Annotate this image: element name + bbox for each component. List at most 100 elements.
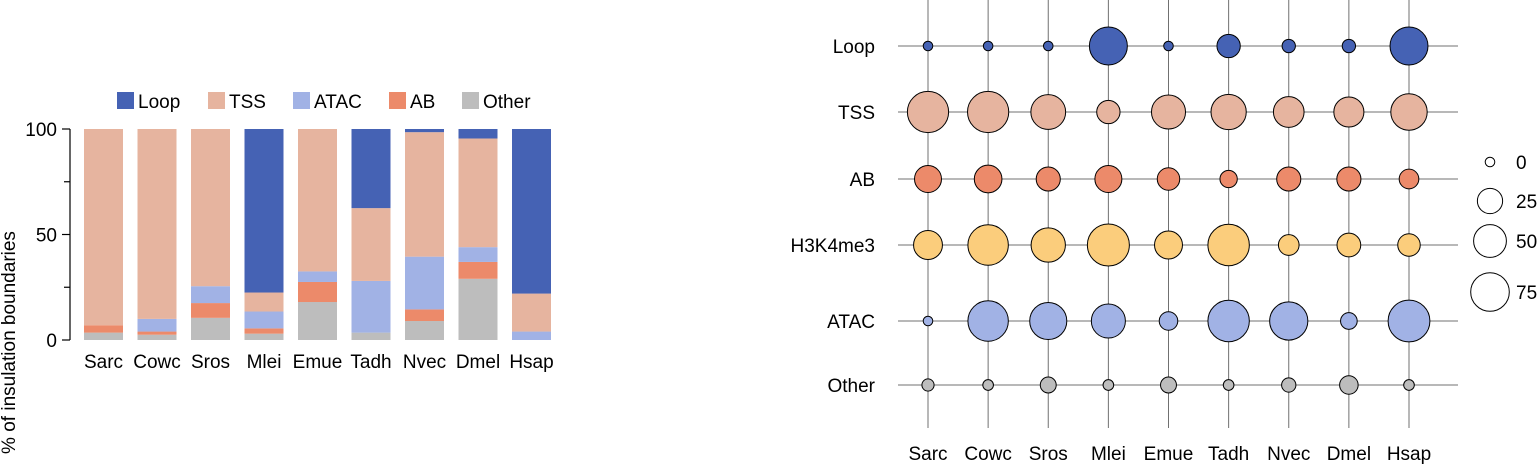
y-axis-label: % of insulation boundaries xyxy=(0,231,20,454)
dot-tss-tadh xyxy=(1210,93,1247,131)
bar-tadh-other xyxy=(351,332,391,340)
dot-h3k4me3-tadh xyxy=(1207,223,1250,267)
size-legend: 0 25 50 75 xyxy=(1470,153,1537,312)
dot-matrix-chart: Loop TSS AB H3K4me3 ATAC Other Sarc Cowc Sros Ml… xyxy=(791,0,1537,465)
dot-loop-emue xyxy=(1163,40,1174,52)
bar-stack-emue xyxy=(298,129,337,340)
legend-swatch-loop xyxy=(117,92,134,109)
size-legend-circle-75 xyxy=(1470,272,1510,312)
bar-emue-tss xyxy=(298,129,337,272)
bar-series xyxy=(84,129,551,340)
bar-cowc-tss xyxy=(137,129,177,319)
bar-stack-sros xyxy=(191,129,230,340)
dot-ab-cowc xyxy=(973,164,1003,194)
bar-dmel-loop xyxy=(458,129,498,139)
bar-emue-atac xyxy=(298,271,337,282)
bar-hsap-tss xyxy=(512,293,551,332)
dot-other-nvec xyxy=(1281,377,1297,393)
dot-grid xyxy=(898,0,1458,428)
dot-h3k4me3-mlei xyxy=(1086,223,1130,267)
dot-tss-cowc xyxy=(967,90,1010,134)
dot-other-mlei xyxy=(1102,379,1115,391)
bar-sarc-tss xyxy=(84,129,123,326)
dot-tss-sros xyxy=(1030,94,1067,130)
row-label-atac: ATAC xyxy=(827,312,875,333)
bar-dmel-ab xyxy=(458,261,498,279)
bar-mlei-atac xyxy=(244,311,284,329)
bar-sros-atac xyxy=(191,286,230,304)
bar-tadh-tss xyxy=(351,208,391,281)
size-legend-label-75: 75 xyxy=(1516,283,1537,304)
dot-other-sros xyxy=(1039,376,1057,394)
bar-stack-tadh xyxy=(351,129,391,340)
bar-sros-ab xyxy=(191,303,230,318)
bar-emue-other xyxy=(298,302,337,340)
y-tick-label: 50 xyxy=(36,226,57,247)
bar-emue-ab xyxy=(298,281,337,303)
bar-tadh-atac xyxy=(351,280,391,333)
dot-tss-dmel xyxy=(1333,96,1365,128)
dot-other-cowc xyxy=(982,379,994,391)
dot-ab-dmel xyxy=(1336,166,1362,192)
dot-loop-dmel xyxy=(1341,38,1357,54)
dot-atac-tadh xyxy=(1207,299,1250,343)
bar-dmel-tss xyxy=(458,138,498,248)
dot-ab-sarc xyxy=(914,165,942,193)
legend-label-other: Other xyxy=(483,92,531,113)
dot-tss-sarc xyxy=(906,90,950,134)
dot-tss-emue xyxy=(1150,94,1187,130)
dot-atac-sros xyxy=(1029,301,1068,341)
row-label-h3k4me3: H3K4me3 xyxy=(791,236,876,257)
bar-stack-mlei xyxy=(244,129,284,340)
dot-other-hsap xyxy=(1403,379,1415,391)
x-tick-label-nvec: Nvec xyxy=(403,352,446,373)
dot-ab-nvec xyxy=(1276,166,1302,192)
dot-h3k4me3-dmel xyxy=(1336,232,1362,258)
bar-sros-other xyxy=(191,317,230,340)
row-label-ab: AB xyxy=(850,170,875,191)
stacked-bar-chart: Loop TSS ATAC AB Other 0 50 100 % of insulation… xyxy=(0,92,554,454)
dot-loop-hsap xyxy=(1389,26,1429,66)
dot-h3k4me3-sarc xyxy=(913,230,943,260)
bar-stack-cowc xyxy=(137,129,177,340)
x-tick-label-sros: Sros xyxy=(191,352,230,373)
legend-swatch-ab xyxy=(389,92,406,109)
dot-atac-mlei xyxy=(1090,303,1126,339)
col-label-tadh: Tadh xyxy=(1208,444,1249,465)
bar-nvec-other xyxy=(405,321,444,340)
size-legend-label-25: 25 xyxy=(1516,192,1537,213)
dot-loop-mlei xyxy=(1088,26,1128,66)
x-tick-label-emue: Emue xyxy=(293,352,343,373)
size-legend-circle-50 xyxy=(1473,224,1507,258)
dot-h3k4me3-sros xyxy=(1030,227,1066,263)
dot-atac-cowc xyxy=(967,300,1009,342)
legend-swatch-atac xyxy=(293,92,310,109)
dot-tss-hsap xyxy=(1390,93,1428,131)
legend-swatch-other xyxy=(462,92,479,109)
bar-nvec-atac xyxy=(405,256,444,310)
dot-h3k4me3-cowc xyxy=(967,224,1009,266)
bar-tadh-loop xyxy=(351,129,391,209)
dot-loop-sarc xyxy=(922,40,934,52)
bar-legend: Loop TSS ATAC AB Other xyxy=(117,92,531,113)
dot-y-tick-labels: Loop TSS AB H3K4me3 ATAC Other xyxy=(791,37,876,397)
row-label-other: Other xyxy=(827,376,875,397)
dot-atac-sarc xyxy=(922,315,934,327)
dot-ab-tadh xyxy=(1219,169,1238,189)
dot-loop-sros xyxy=(1042,40,1054,52)
bar-sros-tss xyxy=(191,129,230,287)
bar-hsap-atac xyxy=(512,331,551,340)
size-legend-circle-0 xyxy=(1484,156,1496,168)
dot-ab-hsap xyxy=(1398,168,1420,190)
dot-h3k4me3-nvec xyxy=(1277,234,1300,256)
col-label-emue: Emue xyxy=(1144,444,1194,465)
bar-dmel-atac xyxy=(458,247,498,262)
dot-atac-hsap xyxy=(1387,299,1431,343)
dot-tss-mlei xyxy=(1096,99,1121,125)
row-label-loop: Loop xyxy=(833,37,875,58)
dot-atac-emue xyxy=(1158,311,1179,331)
bar-nvec-loop xyxy=(405,129,444,133)
dot-ab-emue xyxy=(1156,167,1181,191)
y-tick-label: 100 xyxy=(25,120,57,141)
bar-mlei-ab xyxy=(244,328,284,334)
